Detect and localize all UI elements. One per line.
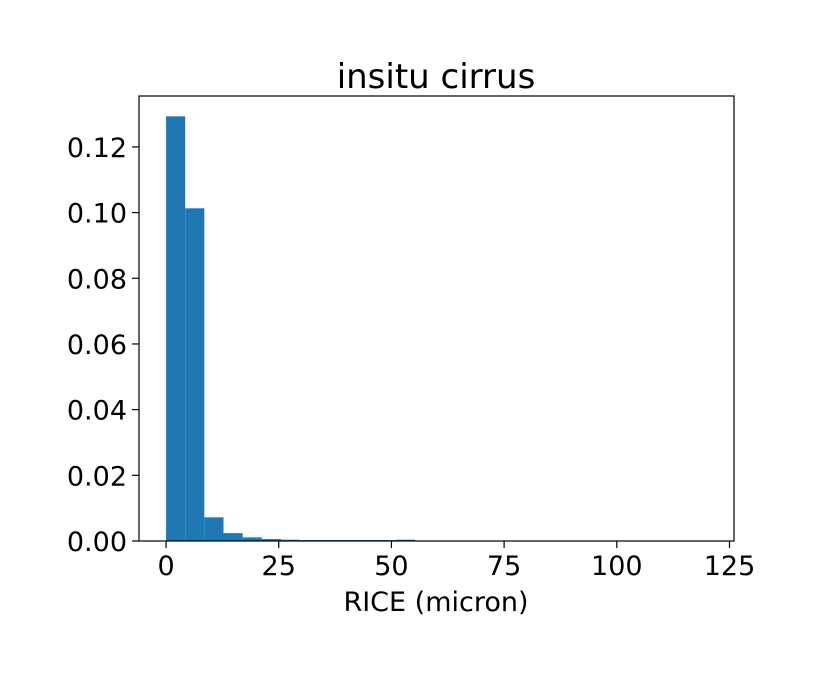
x-tick-label: 25 xyxy=(262,551,296,582)
histogram-bar xyxy=(242,537,262,541)
histogram-bar xyxy=(166,116,186,542)
y-tick-label: 0.00 xyxy=(67,527,127,558)
bars-group xyxy=(166,116,416,542)
plot-area-frame xyxy=(138,95,735,542)
y-tick-label: 0.02 xyxy=(67,461,127,492)
histogram-bar xyxy=(185,208,205,541)
y-tick-label: 0.04 xyxy=(67,396,127,427)
x-tick-label: 125 xyxy=(704,551,756,582)
x-tick-label: 75 xyxy=(487,551,521,582)
histogram-bar xyxy=(261,539,281,541)
histogram-bar xyxy=(204,517,224,541)
histogram-bar xyxy=(280,539,301,541)
y-tick-label: 0.08 xyxy=(67,264,127,295)
y-tick-label: 0.10 xyxy=(67,199,127,230)
x-tick-label: 100 xyxy=(591,551,643,582)
x-axis-label: RICE (micron) xyxy=(343,587,528,618)
chart-title: insitu cirrus xyxy=(337,57,536,97)
histogram-bar xyxy=(223,533,243,541)
x-tick-label: 0 xyxy=(157,551,174,582)
x-axis: 0 25 50 75 100 125 xyxy=(157,541,755,582)
y-tick-label: 0.12 xyxy=(67,133,127,164)
x-tick-label: 50 xyxy=(374,551,408,582)
y-tick-label: 0.06 xyxy=(67,330,127,361)
histogram-bar xyxy=(395,539,416,541)
y-axis: 0.00 0.02 0.04 0.06 0.08 0.10 0.12 xyxy=(67,133,139,558)
